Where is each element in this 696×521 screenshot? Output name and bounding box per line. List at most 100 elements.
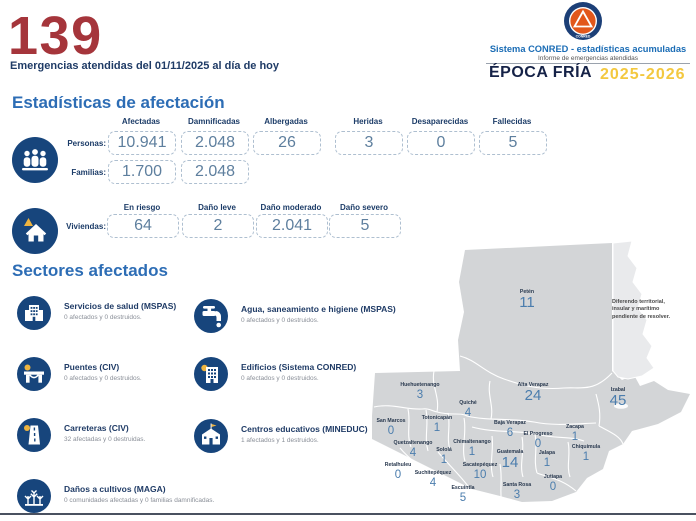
map-department-label: Chimaltenango xyxy=(453,439,490,445)
map-department-label: El Progreso xyxy=(523,431,552,437)
map-department-borders xyxy=(373,355,624,504)
map-department-value: 1 xyxy=(544,457,550,469)
col-header-afectadas: Afectadas xyxy=(121,117,161,126)
map-department-label: Guatemala xyxy=(497,449,524,455)
map-department-label: Zacapa xyxy=(566,424,584,430)
road-icon xyxy=(17,418,51,452)
map-department-label: San Marcos xyxy=(376,418,405,424)
sector-item-edificios: Edificios (Sistema CONRED) 0 afectados y… xyxy=(194,357,356,391)
map-department-label: Suchitepéquez xyxy=(415,470,452,476)
map-territory-note: Diferendo territorial, insular y marítim… xyxy=(612,299,671,320)
sector-title: Centros educativos (MINEDUC) xyxy=(241,424,368,434)
water-tap-icon xyxy=(194,299,228,333)
map-department-label: Jalapa xyxy=(539,450,555,456)
viviendas-dano-severo-value: 5 xyxy=(329,214,401,238)
emergencies-count: 139 xyxy=(8,6,103,66)
map-department-value: 1 xyxy=(441,454,447,466)
hospital-icon xyxy=(17,296,51,330)
map-department-label: Totonicapán xyxy=(422,415,452,421)
map-belize-shape xyxy=(612,240,655,380)
crops-icon xyxy=(17,479,51,513)
col-header-desaparecidas: Desaparecidas xyxy=(411,117,469,126)
map-department-label: Baja Verapaz xyxy=(494,420,526,426)
col-header-dano-leve: Daño leve xyxy=(198,203,236,212)
personas-heridas-value: 3 xyxy=(335,131,403,155)
viviendas-dano-leve-value: 2 xyxy=(182,214,254,238)
sector-title: Puentes (CIV) xyxy=(64,362,120,372)
sector-detail: 1 afectados y 1 destruidos. xyxy=(241,437,319,444)
col-header-en-riesgo: En riesgo xyxy=(123,203,161,212)
house-warning-icon xyxy=(12,208,58,254)
map-department-label: Escuintla xyxy=(451,485,474,491)
map-department-value: 1 xyxy=(434,422,440,434)
viviendas-dano-moderado-value: 2.041 xyxy=(256,214,328,238)
map-department-label: Alta Verapaz xyxy=(518,382,549,388)
people-icon xyxy=(12,137,58,183)
emergencies-subtitle: Emergencias atendidas del 01/11/2025 al … xyxy=(10,60,280,72)
sector-item-educativos: Centros educativos (MINEDUC) 1 afectados… xyxy=(194,419,368,453)
viviendas-row-label: Viviendas: xyxy=(66,222,106,231)
viviendas-en-riesgo-value: 64 xyxy=(107,214,179,238)
header-divider xyxy=(486,63,690,64)
map-department-label: Sacatepéquez xyxy=(463,462,498,468)
sector-title: Edificios (Sistema CONRED) xyxy=(241,362,357,372)
map-department-label: Santa Rosa xyxy=(503,482,531,488)
col-header-damnificadas: Damnificadas xyxy=(187,117,241,126)
map-department-value: 0 xyxy=(550,481,556,493)
personas-afectadas-value: 10.941 xyxy=(108,131,176,155)
familias-afectadas-value: 1.700 xyxy=(108,160,176,184)
sector-title: Carreteras (CIV) xyxy=(64,423,129,433)
map-department-label: Quetzaltenango xyxy=(394,440,433,446)
map-department-value: 5 xyxy=(460,492,466,504)
map-department-label: Izabal xyxy=(611,387,626,393)
sector-item-carreteras: Carreteras (CIV) 32 afectadas y 0 destru… xyxy=(17,418,145,452)
personas-desaparecidas-value: 0 xyxy=(407,131,475,155)
sector-detail: 32 afectadas y 0 destruidas. xyxy=(64,436,146,443)
map-department-value: 4 xyxy=(430,477,437,489)
map-department-value: 14 xyxy=(502,454,519,471)
personas-row-label: Personas: xyxy=(67,139,106,148)
stats-heading: Estadísticas de afectación xyxy=(12,93,225,112)
bottom-divider xyxy=(0,513,696,515)
map-department-label: Petén xyxy=(520,289,534,295)
map-department-label: Sololá xyxy=(436,447,452,453)
map-department-label: Jutiapa xyxy=(544,474,562,480)
sector-item-cultivos: Daños a cultivos (MAGA) 0 comunidades af… xyxy=(17,479,214,513)
sector-title: Daños a cultivos (MAGA) xyxy=(64,484,166,494)
sector-title: Agua, saneamiento e higiene (MSPAS) xyxy=(241,304,396,314)
sector-detail: 0 afectados y 0 destruidos. xyxy=(64,314,142,321)
org-subtitle: Informe de emergencias atendidas xyxy=(537,55,639,62)
map-department-label: Quiché xyxy=(459,400,477,406)
sector-detail: 0 afectados y 0 destruidos. xyxy=(241,375,319,382)
map-department-value: 4 xyxy=(465,407,472,419)
map-department-value: 1 xyxy=(572,431,578,443)
map-guatemala-shape xyxy=(372,243,690,502)
personas-damnificadas-value: 2.048 xyxy=(181,131,249,155)
bridge-icon xyxy=(17,357,51,391)
building-icon xyxy=(194,357,228,391)
sector-detail: 0 afectados y 0 destruidos. xyxy=(64,375,142,382)
map-department-label: Huehuetenango xyxy=(400,382,439,388)
school-icon xyxy=(194,419,228,453)
familias-damnificadas-value: 2.048 xyxy=(181,160,249,184)
map-department-value: 4 xyxy=(410,447,417,459)
season-label: ÉPOCA FRÍA xyxy=(489,64,593,81)
map-department-value: 3 xyxy=(514,489,520,501)
sector-title: Servicios de salud (MSPAS) xyxy=(64,301,177,311)
map-department-value: 45 xyxy=(610,392,627,409)
map-department-value: 0 xyxy=(388,425,394,437)
map-department-value: 1 xyxy=(469,446,475,458)
season-years: 2025-2026 xyxy=(600,66,686,83)
map-department-value: 0 xyxy=(395,469,401,481)
map-department-value: 0 xyxy=(535,438,541,450)
map-department-value: 11 xyxy=(519,294,535,311)
personas-fallecidas-value: 5 xyxy=(479,131,547,155)
col-header-dano-moderado: Daño moderado xyxy=(260,203,322,212)
org-title: Sistema CONRED - estadísticas acumuladas xyxy=(489,44,687,54)
col-header-fallecidas: Fallecidas xyxy=(492,117,532,126)
map-department-value: 1 xyxy=(583,451,589,463)
conred-logo: CONRED xyxy=(564,2,602,40)
lake-izabal xyxy=(614,403,628,409)
